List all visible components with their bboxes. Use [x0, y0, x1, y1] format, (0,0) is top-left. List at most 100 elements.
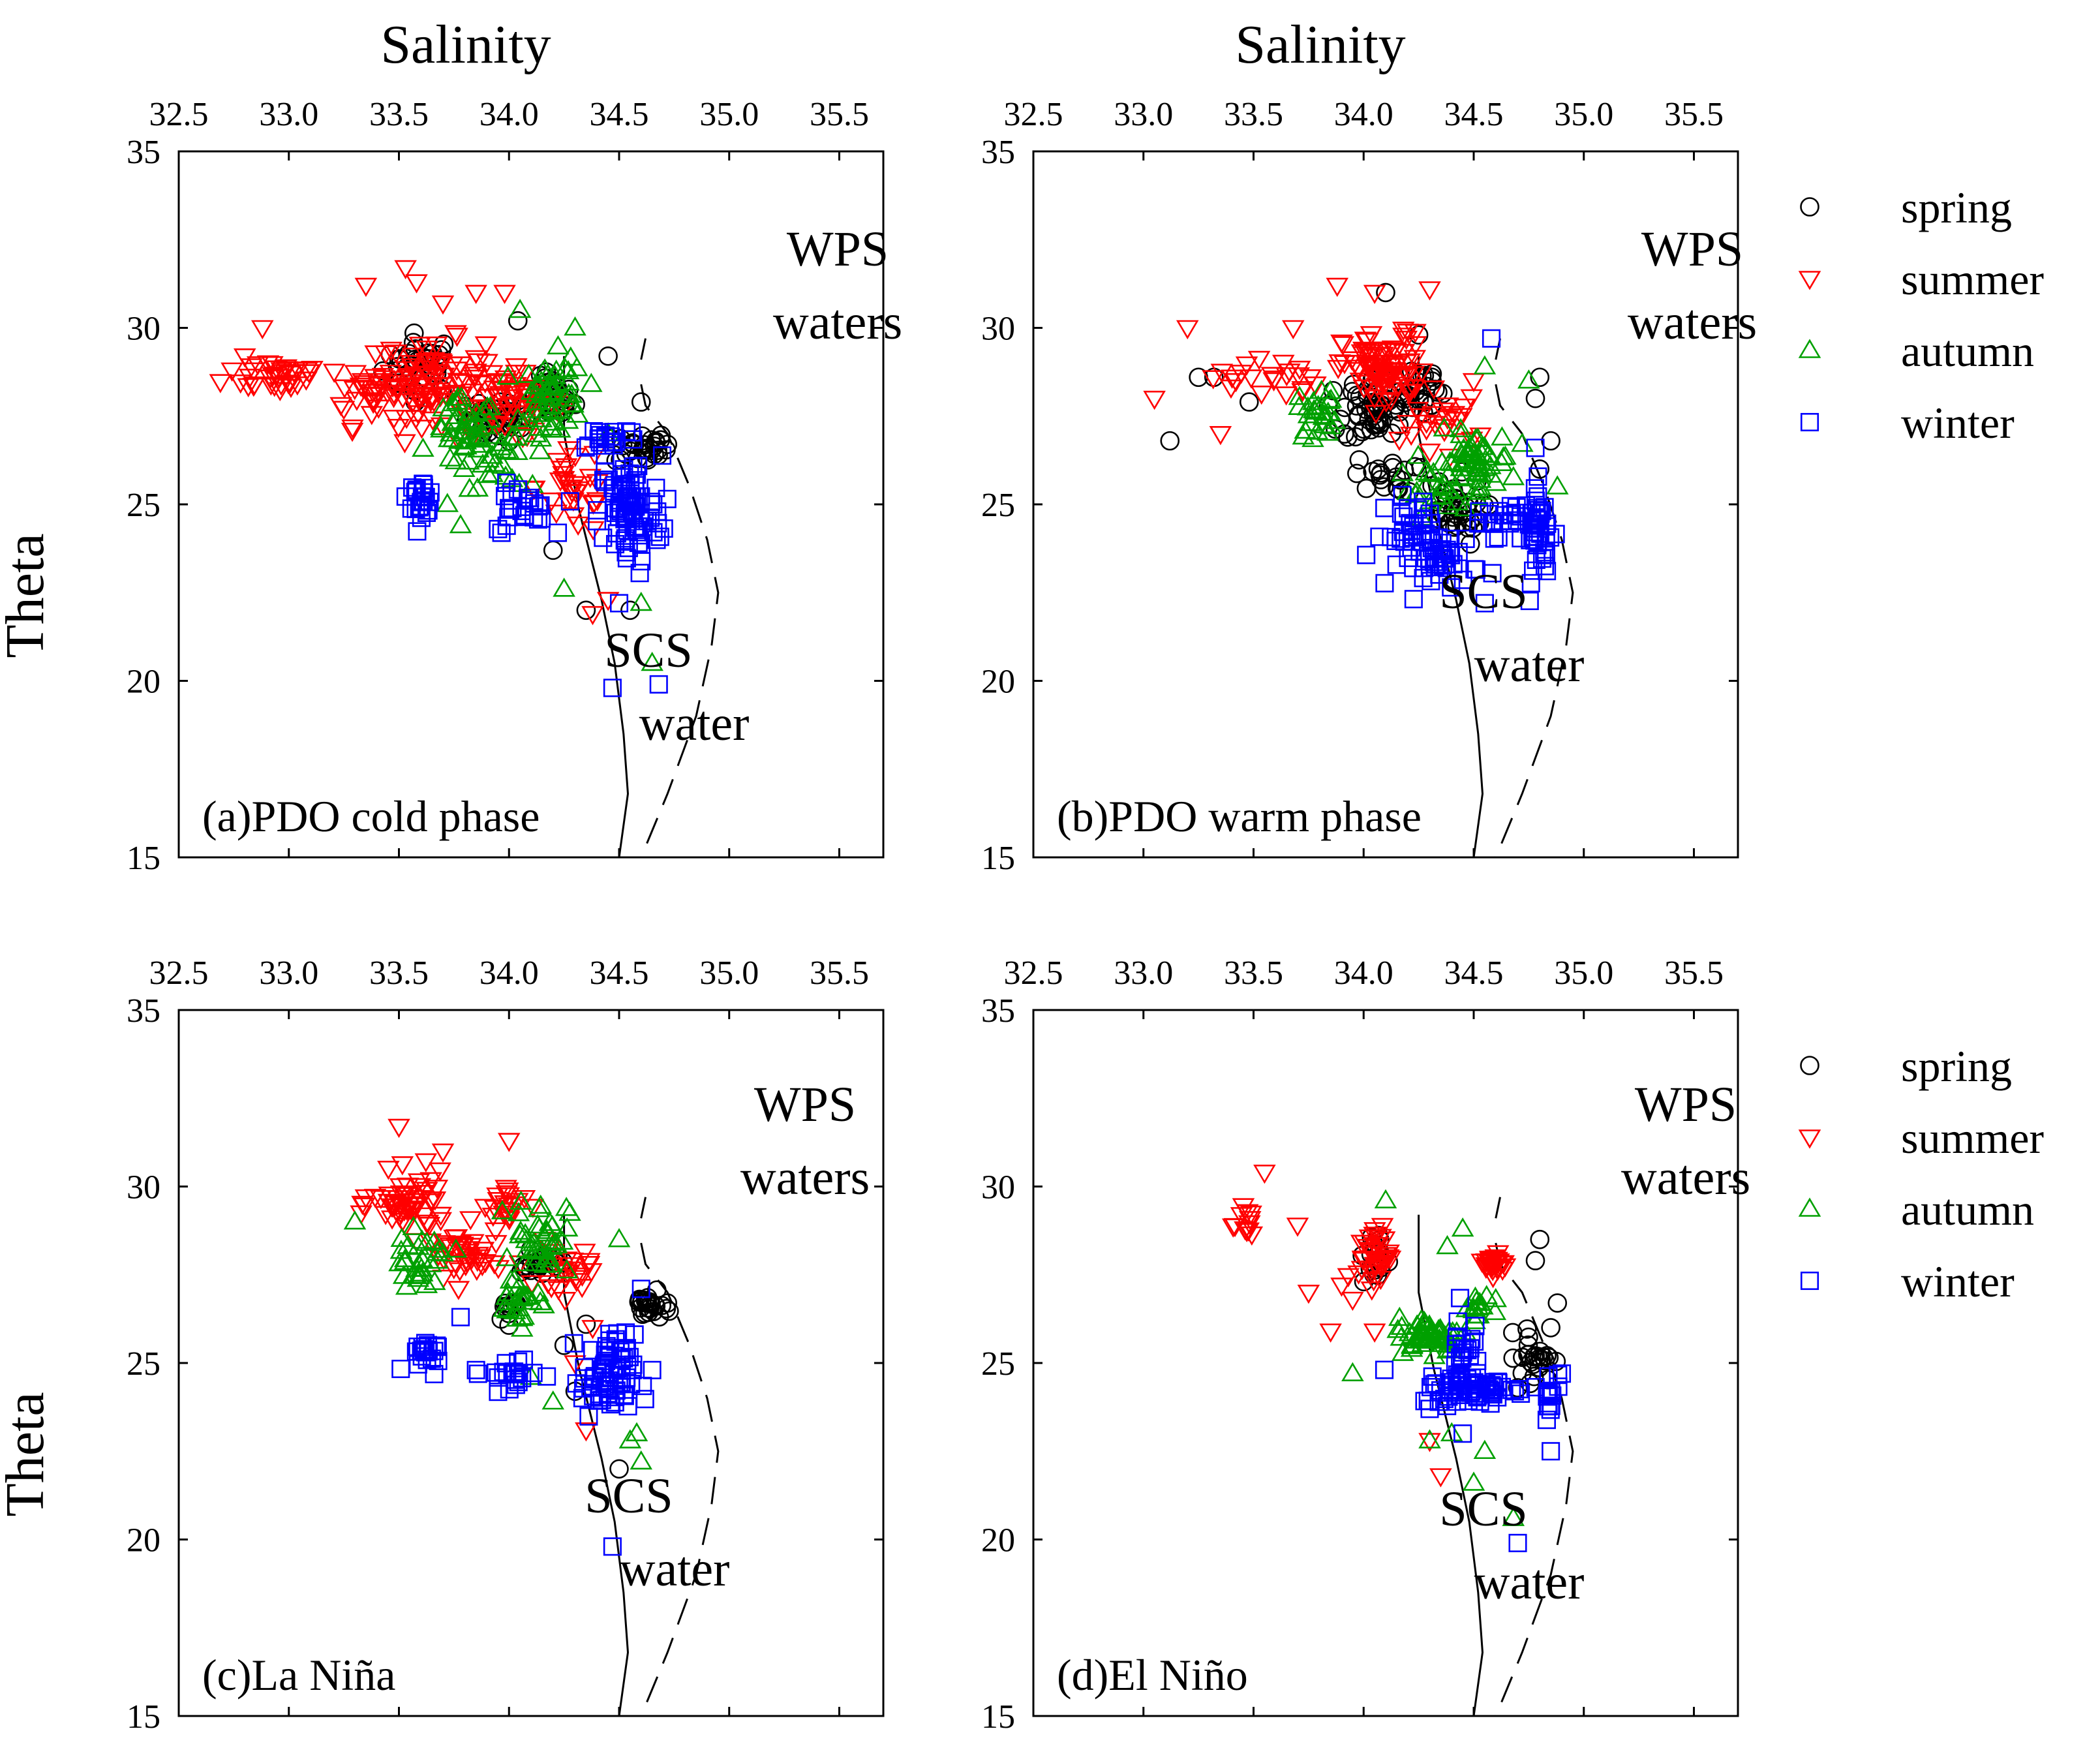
point-autumn: [430, 418, 453, 438]
point-summer: [501, 380, 525, 400]
point-summer: [446, 328, 468, 347]
point-summer: [549, 472, 572, 492]
y-tick-label: 15: [981, 1698, 1015, 1736]
legend-label-winter: winter: [1901, 398, 2015, 448]
point-summer: [1437, 397, 1459, 417]
point-summer: [556, 1264, 579, 1284]
y-tick-label: 15: [981, 840, 1015, 877]
point-winter: [592, 1390, 611, 1409]
point-winter: [1508, 511, 1527, 530]
wps-reference-curve-top: [640, 338, 647, 360]
point-winter: [548, 523, 568, 542]
scs-label: SCS: [604, 623, 692, 678]
point-winter: [596, 472, 615, 491]
point-autumn: [388, 1251, 411, 1272]
point-spring: [1394, 460, 1414, 480]
point-summer: [1319, 1323, 1342, 1343]
point-spring: [1458, 518, 1478, 538]
point-summer: [393, 1202, 416, 1222]
point-summer: [1286, 1218, 1309, 1237]
legend-label-spring: spring: [1901, 1041, 2012, 1091]
point-winter: [502, 483, 521, 502]
point-autumn: [432, 397, 455, 417]
point-autumn: [536, 1245, 560, 1265]
point-autumn: [343, 1210, 367, 1230]
point-winter: [1453, 1349, 1472, 1368]
point-summer: [209, 374, 232, 393]
point-autumn: [1449, 418, 1472, 438]
point-summer: [536, 1275, 560, 1294]
point-winter: [1465, 560, 1484, 579]
wps-reference-curve: [640, 384, 720, 858]
point-summer: [550, 461, 573, 480]
point-autumn: [1473, 1439, 1497, 1460]
point-summer: [484, 1222, 508, 1242]
point-winter: [1413, 510, 1432, 529]
legend-marker-summer: [1798, 1129, 1821, 1149]
y-tick-label: 25: [981, 1345, 1015, 1383]
point-autumn: [1310, 395, 1333, 415]
point-summer: [1386, 356, 1408, 376]
point-summer: [566, 516, 590, 536]
point-autumn: [513, 1252, 536, 1272]
point-summer: [1429, 1468, 1452, 1488]
point-summer: [1360, 1260, 1384, 1280]
series-winter: [1357, 329, 1565, 613]
point-summer: [497, 1133, 521, 1152]
point-summer: [564, 1270, 587, 1289]
point-autumn: [483, 424, 506, 444]
point-winter: [1535, 557, 1554, 575]
point-winter: [1448, 1312, 1467, 1331]
point-autumn: [528, 440, 551, 459]
point-summer: [382, 385, 406, 405]
point-spring: [658, 1293, 678, 1313]
panel-label: (a)PDO cold phase: [202, 791, 540, 841]
point-winter: [1456, 529, 1475, 548]
point-summer: [1235, 356, 1258, 376]
point-winter: [416, 1334, 435, 1353]
point-winter: [406, 499, 425, 519]
point-summer: [1433, 423, 1456, 442]
y-tick-label: 20: [127, 1522, 160, 1559]
point-autumn: [544, 1231, 567, 1251]
point-winter: [1393, 485, 1412, 504]
series-summer: [1221, 1165, 1517, 1488]
point-summer: [415, 353, 438, 373]
point-autumn: [517, 408, 540, 427]
point-summer: [425, 336, 448, 356]
point-autumn: [1440, 1422, 1463, 1441]
legend-marker-winter: [1800, 412, 1819, 432]
point-summer: [1209, 425, 1232, 446]
point-autumn: [481, 463, 504, 482]
point-winter: [1452, 1370, 1471, 1390]
point-summer: [388, 1118, 410, 1139]
point-winter: [1537, 1411, 1556, 1430]
point-summer: [1388, 431, 1411, 452]
point-spring: [648, 440, 667, 460]
point-summer: [1281, 320, 1305, 340]
point-winter: [1480, 504, 1499, 523]
point-winter: [1450, 1289, 1470, 1308]
point-autumn: [1318, 390, 1341, 409]
x-tick-label: 35.0: [699, 96, 759, 133]
wps-label-waters: waters: [1628, 295, 1757, 350]
point-summer: [297, 364, 320, 384]
series-summer: [1143, 277, 1492, 468]
point-winter: [1520, 591, 1539, 611]
point-summer: [1330, 1278, 1353, 1297]
series-winter: [1375, 1289, 1572, 1552]
point-autumn: [1444, 479, 1467, 498]
point-summer: [1362, 348, 1384, 369]
point-spring: [1376, 283, 1395, 303]
point-spring: [1348, 406, 1369, 426]
point-winter: [1392, 504, 1410, 523]
point-winter: [1370, 527, 1389, 546]
point-autumn: [515, 1229, 538, 1248]
point-winter: [594, 528, 613, 547]
point-summer: [481, 1207, 505, 1227]
point-autumn: [1423, 1345, 1446, 1364]
point-winter: [629, 494, 648, 513]
point-autumn: [517, 363, 540, 383]
point-winter: [391, 1360, 410, 1379]
x-tick-label: 35.0: [1554, 955, 1613, 992]
